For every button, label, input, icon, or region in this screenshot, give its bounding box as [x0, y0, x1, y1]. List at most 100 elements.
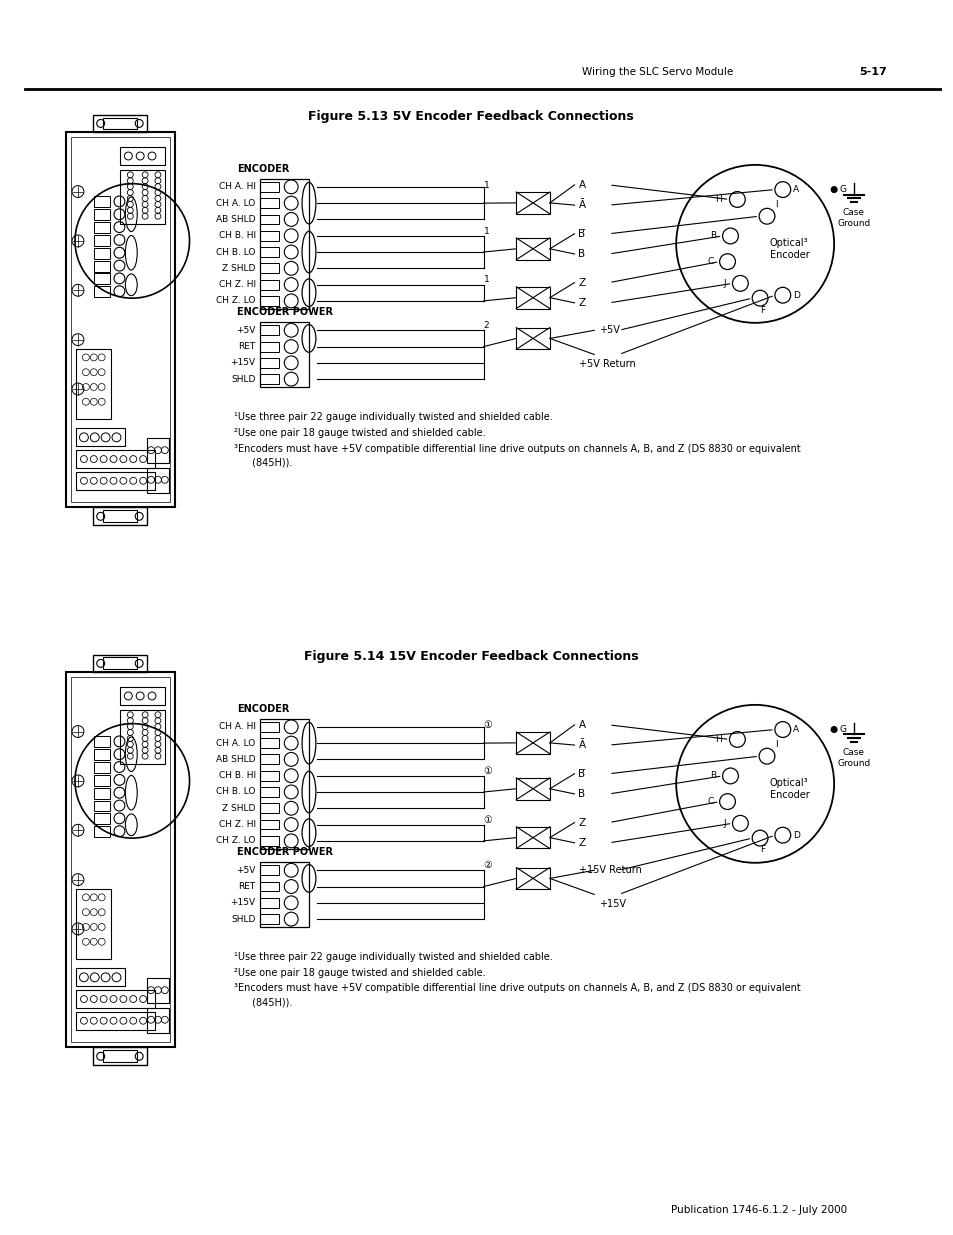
Bar: [259, 358, 279, 368]
Text: ①: ①: [483, 720, 492, 730]
Text: Figure 5.14 15V Encoder Feedback Connections: Figure 5.14 15V Encoder Feedback Connect…: [303, 650, 638, 663]
Text: H: H: [714, 195, 720, 204]
Bar: [516, 238, 549, 259]
Text: Z̅: Z̅: [578, 837, 585, 847]
Text: +15V: +15V: [598, 899, 625, 909]
Bar: [103, 657, 137, 669]
Bar: [259, 719, 309, 848]
Text: G: G: [839, 725, 845, 734]
Bar: [93, 248, 110, 258]
Bar: [93, 750, 110, 760]
Bar: [516, 778, 549, 799]
Text: B: B: [710, 231, 716, 241]
Bar: [120, 687, 165, 705]
Text: CH B. LO: CH B. LO: [216, 788, 255, 797]
Bar: [259, 296, 279, 306]
Text: B: B: [710, 772, 716, 781]
Bar: [259, 914, 279, 924]
Bar: [259, 820, 279, 830]
Bar: [259, 325, 279, 335]
Bar: [147, 1008, 169, 1032]
Text: 5-17: 5-17: [858, 67, 885, 77]
Text: CH A. HI: CH A. HI: [218, 183, 255, 191]
Bar: [92, 115, 147, 132]
Text: CH A. LO: CH A. LO: [216, 199, 255, 207]
Bar: [66, 132, 174, 508]
Bar: [92, 508, 147, 525]
Text: ②: ②: [483, 861, 492, 871]
Text: AB SHLD: AB SHLD: [216, 215, 255, 224]
Bar: [259, 866, 279, 876]
Bar: [516, 867, 549, 889]
Bar: [76, 1011, 154, 1030]
Text: +15V: +15V: [231, 358, 255, 367]
Text: CH Z. HI: CH Z. HI: [218, 820, 255, 829]
Text: (845H)).: (845H)).: [249, 998, 292, 1008]
Text: I: I: [774, 200, 777, 209]
Text: 1: 1: [483, 275, 489, 284]
Text: D: D: [792, 831, 799, 840]
Bar: [92, 1047, 147, 1065]
Text: CH A. LO: CH A. LO: [216, 739, 255, 747]
Bar: [147, 468, 169, 493]
Text: ENCODER: ENCODER: [236, 704, 289, 714]
Bar: [516, 193, 549, 214]
Bar: [259, 771, 279, 781]
Bar: [259, 787, 279, 797]
Text: Case
Ground: Case Ground: [837, 209, 869, 227]
Bar: [76, 968, 125, 987]
Text: +5V: +5V: [236, 866, 255, 874]
Bar: [93, 196, 110, 207]
Text: ²Use one pair 18 gauge twisted and shielded cable.: ²Use one pair 18 gauge twisted and shiel…: [233, 968, 485, 978]
Text: ³Encoders must have +5V compatible differential line drive outputs on channels A: ³Encoders must have +5V compatible diffe…: [233, 443, 800, 453]
Bar: [259, 342, 279, 352]
Text: Z SHLD: Z SHLD: [222, 264, 255, 273]
Bar: [516, 287, 549, 309]
Text: J: J: [723, 819, 726, 827]
Bar: [516, 327, 549, 350]
Bar: [259, 739, 279, 748]
Bar: [120, 170, 165, 224]
Text: ²Use one pair 18 gauge twisted and shielded cable.: ²Use one pair 18 gauge twisted and shiel…: [233, 427, 485, 437]
Text: A: A: [578, 720, 585, 730]
Text: B̅: B̅: [578, 768, 585, 779]
Bar: [259, 231, 279, 241]
Text: 1: 1: [483, 180, 489, 190]
Circle shape: [830, 726, 836, 732]
Text: A: A: [792, 185, 798, 194]
Text: A: A: [792, 725, 798, 734]
Bar: [259, 898, 279, 908]
Text: C: C: [707, 257, 713, 266]
Text: CH B. LO: CH B. LO: [216, 247, 255, 257]
Bar: [103, 1050, 137, 1062]
Text: Case
Ground: Case Ground: [837, 748, 869, 768]
Text: A: A: [578, 180, 585, 190]
Text: ENCODER: ENCODER: [236, 164, 289, 174]
Bar: [93, 814, 110, 824]
Bar: [259, 279, 279, 289]
Bar: [259, 803, 279, 813]
Text: CH Z. LO: CH Z. LO: [216, 836, 255, 845]
Bar: [120, 147, 165, 165]
Text: AB SHLD: AB SHLD: [216, 755, 255, 764]
Text: SHLD: SHLD: [231, 374, 255, 384]
Bar: [93, 774, 110, 785]
Bar: [93, 788, 110, 799]
Bar: [259, 182, 279, 191]
Bar: [259, 263, 279, 273]
Bar: [93, 287, 110, 298]
Bar: [259, 247, 279, 257]
Text: RET: RET: [238, 342, 255, 351]
Text: G: G: [839, 185, 845, 194]
Bar: [259, 198, 279, 207]
Bar: [76, 451, 154, 468]
Text: SHLD: SHLD: [231, 915, 255, 924]
Text: CH A. HI: CH A. HI: [218, 722, 255, 731]
Bar: [92, 655, 147, 672]
Text: J: J: [723, 279, 726, 288]
Bar: [93, 736, 110, 747]
Text: ¹Use three pair 22 gauge individually twisted and shielded cable.: ¹Use three pair 22 gauge individually tw…: [233, 412, 552, 422]
Bar: [259, 215, 279, 225]
Bar: [93, 209, 110, 220]
Text: +5V: +5V: [236, 326, 255, 335]
